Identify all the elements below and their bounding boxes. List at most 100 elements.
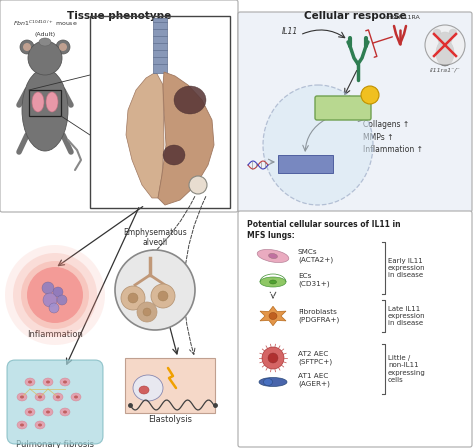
Text: Collagens ↑
MMPs ↑
Inflammation ↑: Collagens ↑ MMPs ↑ Inflammation ↑ bbox=[363, 120, 423, 154]
Ellipse shape bbox=[46, 92, 58, 112]
Circle shape bbox=[43, 293, 57, 307]
FancyBboxPatch shape bbox=[315, 96, 371, 120]
Ellipse shape bbox=[43, 408, 53, 416]
Ellipse shape bbox=[74, 396, 78, 399]
Text: ECs
(CD31+): ECs (CD31+) bbox=[298, 273, 329, 287]
Text: $\mathit{Fbn1}$$^{\mathit{C1041G/+}}$ mouse: $\mathit{Fbn1}$$^{\mathit{C1041G/+}}$ mo… bbox=[13, 19, 77, 28]
Bar bbox=[29, 90, 61, 116]
Circle shape bbox=[189, 176, 207, 194]
Circle shape bbox=[27, 267, 83, 323]
Ellipse shape bbox=[25, 408, 35, 416]
Text: ERK1/2: ERK1/2 bbox=[328, 103, 358, 112]
Ellipse shape bbox=[20, 423, 24, 426]
Text: Pulmonary fibrosis: Pulmonary fibrosis bbox=[16, 440, 94, 448]
Circle shape bbox=[21, 261, 89, 329]
Text: Early IL11
expression
in disease: Early IL11 expression in disease bbox=[388, 258, 426, 278]
Polygon shape bbox=[126, 72, 164, 198]
Circle shape bbox=[115, 250, 195, 330]
Bar bbox=[125, 358, 215, 413]
Ellipse shape bbox=[163, 145, 185, 165]
Ellipse shape bbox=[433, 29, 441, 37]
Text: Potential cellular sources of IL11 in
MFS lungs:: Potential cellular sources of IL11 in MF… bbox=[247, 220, 401, 241]
Ellipse shape bbox=[260, 277, 286, 287]
Ellipse shape bbox=[63, 410, 67, 414]
Circle shape bbox=[49, 303, 59, 313]
Ellipse shape bbox=[20, 40, 34, 54]
Ellipse shape bbox=[17, 421, 27, 429]
Text: AT1 AEC
(AGER+): AT1 AEC (AGER+) bbox=[298, 373, 330, 387]
Ellipse shape bbox=[174, 86, 206, 114]
Circle shape bbox=[128, 293, 138, 303]
Ellipse shape bbox=[133, 375, 163, 401]
Text: Late IL11
expression
in disease: Late IL11 expression in disease bbox=[388, 306, 426, 326]
Text: Elastolysis: Elastolysis bbox=[148, 415, 192, 424]
Ellipse shape bbox=[17, 393, 27, 401]
Circle shape bbox=[121, 286, 145, 310]
Bar bbox=[90, 16, 230, 208]
Circle shape bbox=[57, 295, 67, 305]
Ellipse shape bbox=[43, 378, 53, 386]
Ellipse shape bbox=[71, 393, 81, 401]
Circle shape bbox=[158, 291, 168, 301]
Ellipse shape bbox=[35, 421, 45, 429]
Circle shape bbox=[361, 86, 379, 104]
Ellipse shape bbox=[56, 40, 70, 54]
Circle shape bbox=[137, 302, 157, 322]
Text: Little /
non-IL11
expressing
cells: Little / non-IL11 expressing cells bbox=[388, 355, 426, 383]
Ellipse shape bbox=[269, 254, 277, 258]
FancyBboxPatch shape bbox=[238, 211, 472, 447]
Ellipse shape bbox=[436, 40, 454, 66]
Ellipse shape bbox=[20, 396, 24, 399]
Ellipse shape bbox=[59, 43, 67, 51]
Ellipse shape bbox=[264, 379, 273, 385]
Circle shape bbox=[262, 347, 284, 369]
Text: Il11ra1⁻/⁻: Il11ra1⁻/⁻ bbox=[429, 68, 460, 73]
Text: Cellular response: Cellular response bbox=[304, 11, 406, 21]
Circle shape bbox=[143, 308, 151, 316]
Circle shape bbox=[425, 25, 465, 65]
Ellipse shape bbox=[22, 69, 68, 151]
Polygon shape bbox=[260, 306, 286, 326]
Circle shape bbox=[13, 253, 97, 337]
Circle shape bbox=[268, 353, 278, 363]
Ellipse shape bbox=[35, 393, 45, 401]
Ellipse shape bbox=[23, 43, 31, 51]
Ellipse shape bbox=[263, 85, 373, 205]
Polygon shape bbox=[158, 72, 214, 205]
Text: Emphysematous
alveoli: Emphysematous alveoli bbox=[123, 228, 187, 247]
FancyBboxPatch shape bbox=[7, 360, 103, 444]
Ellipse shape bbox=[60, 378, 70, 386]
Ellipse shape bbox=[38, 423, 42, 426]
Ellipse shape bbox=[39, 38, 51, 46]
Ellipse shape bbox=[46, 380, 50, 383]
Ellipse shape bbox=[60, 408, 70, 416]
Ellipse shape bbox=[28, 41, 62, 75]
Text: SMCs
(ACTA2+): SMCs (ACTA2+) bbox=[298, 249, 333, 263]
Ellipse shape bbox=[46, 410, 50, 414]
Ellipse shape bbox=[63, 380, 67, 383]
Ellipse shape bbox=[38, 396, 42, 399]
Text: Tissue phenotype: Tissue phenotype bbox=[67, 11, 171, 21]
Text: AT2 AEC
(SFTPC+): AT2 AEC (SFTPC+) bbox=[298, 351, 332, 365]
Text: Inflammation: Inflammation bbox=[27, 330, 83, 339]
Text: Fibroblasts
(PDGFRA+): Fibroblasts (PDGFRA+) bbox=[298, 309, 339, 323]
Circle shape bbox=[42, 282, 54, 294]
Ellipse shape bbox=[53, 393, 63, 401]
Text: IL11: IL11 bbox=[282, 27, 298, 36]
Ellipse shape bbox=[28, 410, 32, 414]
Ellipse shape bbox=[56, 396, 60, 399]
Ellipse shape bbox=[28, 380, 32, 383]
Ellipse shape bbox=[259, 378, 287, 387]
Ellipse shape bbox=[270, 280, 276, 284]
Bar bbox=[153, 18, 167, 73]
Text: P: P bbox=[367, 90, 373, 99]
Ellipse shape bbox=[438, 32, 452, 46]
Ellipse shape bbox=[257, 250, 289, 263]
Circle shape bbox=[151, 284, 175, 308]
Ellipse shape bbox=[449, 29, 457, 37]
FancyBboxPatch shape bbox=[0, 0, 238, 212]
Ellipse shape bbox=[269, 313, 277, 319]
Ellipse shape bbox=[139, 386, 149, 394]
Text: anti-IL11RA: anti-IL11RA bbox=[385, 15, 421, 20]
Ellipse shape bbox=[32, 92, 44, 112]
